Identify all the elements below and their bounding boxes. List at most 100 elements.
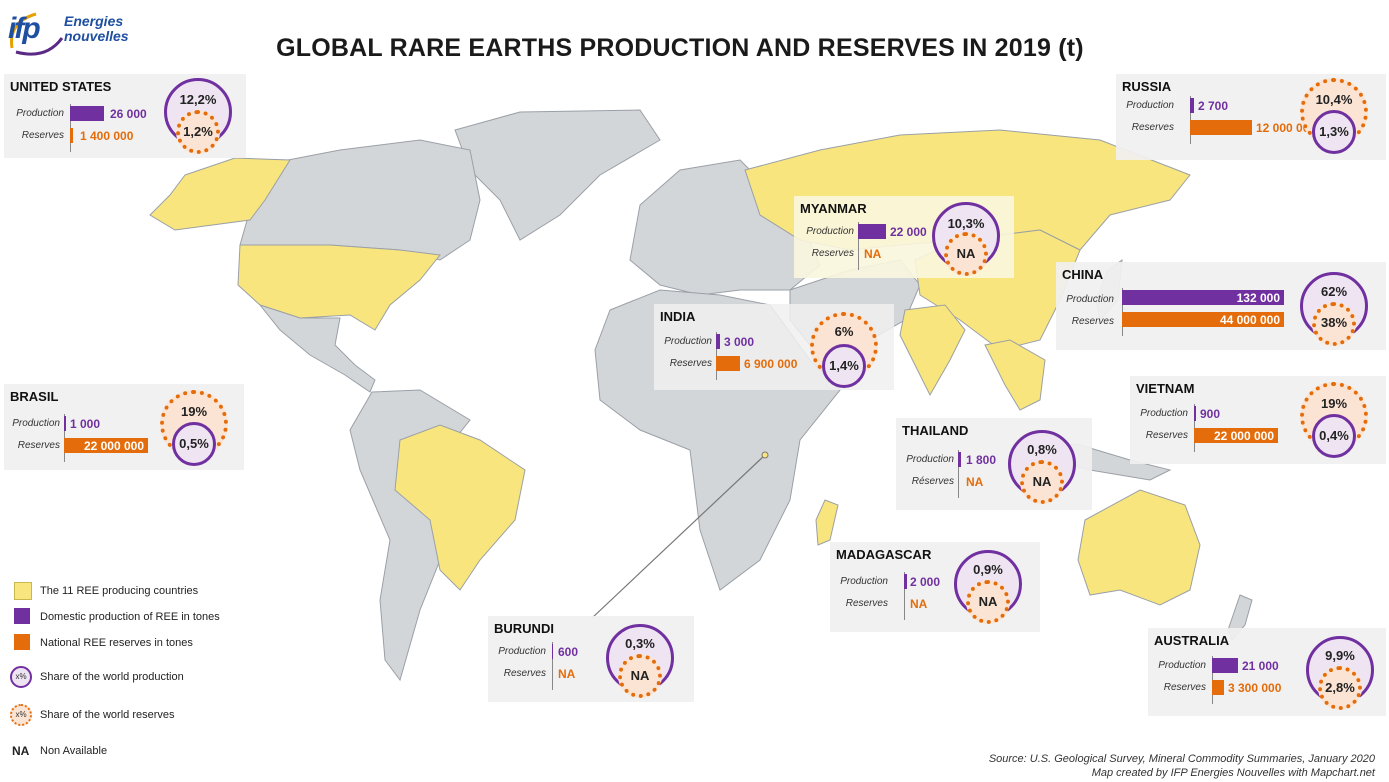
country-box-thailand: THAILAND Production Réserves 1 800 NA 0,… — [896, 418, 1092, 510]
logo-line-1: Energies — [64, 13, 124, 29]
na-key: NA — [12, 744, 30, 758]
land-australia — [1077, 489, 1201, 606]
reserves-share-circle — [966, 580, 1010, 624]
land-alaska — [149, 157, 291, 231]
production-share: 0,5% — [179, 436, 209, 451]
reserves-share: 1,2% — [183, 124, 213, 139]
logo-line-2: nouvelles — [64, 28, 129, 44]
production-share: 9,9% — [1325, 648, 1355, 663]
production-value: 900 — [1200, 407, 1221, 421]
reserves-label: Reserves — [1131, 122, 1174, 133]
logo-mark: ifp — [8, 12, 41, 45]
country-box-australia: AUSTRALIA Production Reserves 21 000 3 3… — [1148, 628, 1386, 716]
reserves-value: 22 000 000 — [1213, 429, 1274, 443]
source-note: Source: U.S. Geological Survey, Mineral … — [989, 752, 1375, 780]
country-box-china: CHINA Production Reserves 132 000 44 000… — [1056, 262, 1386, 350]
country-box-burundi: BURUNDI Production Reserves 600 NA 0,3% … — [488, 616, 694, 702]
production-value: 22 000 — [890, 225, 927, 239]
legend-text: National REE reserves in tones — [40, 637, 193, 649]
production-bar — [1122, 290, 1284, 305]
reserves-bar — [1194, 428, 1278, 443]
land-southeast-asia — [984, 339, 1046, 411]
reserves-share: 19% — [180, 404, 208, 419]
reserves-share: NA — [978, 594, 998, 609]
legend-text: Share of the world production — [40, 671, 184, 683]
reserves-value: 3 300 000 — [1228, 681, 1282, 695]
source-line-1: Source: U.S. Geological Survey, Mineral … — [988, 753, 1375, 765]
reserves-value: 6 900 000 — [744, 357, 798, 371]
production-label: Production — [664, 336, 712, 347]
reserves-share: 10,4% — [1315, 92, 1353, 107]
production-bar — [716, 334, 720, 349]
land-usa — [237, 244, 441, 331]
axis-line — [858, 222, 859, 270]
production-value: 1 000 — [70, 417, 101, 431]
legend-text: Share of the world reserves — [40, 709, 175, 721]
reserves-bar — [64, 438, 148, 453]
country-name: INDIA — [660, 309, 696, 324]
reserves-share-circle — [618, 654, 662, 698]
production-share: 0,8% — [1027, 442, 1057, 457]
reserves-bar — [1212, 680, 1224, 695]
country-name: BRASIL — [10, 389, 59, 404]
source-line-2: Map created by IFP Energies Nouvelles wi… — [1091, 767, 1375, 779]
country-name: VIETNAM — [1136, 381, 1195, 396]
country-box-madagascar: MADAGASCAR Production Reserves 2 000 NA … — [830, 542, 1040, 632]
production-value: 26 000 — [110, 107, 147, 121]
production-value: 3 000 — [724, 335, 755, 349]
production-label: Production — [1158, 660, 1206, 671]
reserves-value: NA — [910, 597, 928, 611]
production-label: Production — [498, 646, 546, 657]
chart-title: GLOBAL RARE EARTHS PRODUCTION AND RESERV… — [276, 34, 1084, 62]
reserves-share: NA — [956, 246, 976, 261]
axis-line — [958, 450, 959, 498]
production-value: 21 000 — [1242, 659, 1279, 673]
production-bar — [1194, 406, 1196, 421]
production-share: 1,3% — [1319, 124, 1349, 139]
country-box-united-states: UNITED STATES Production Reserves 26 000… — [4, 74, 246, 158]
production-share: 10,3% — [947, 216, 985, 231]
production-label: Production — [16, 108, 64, 119]
production-value: 2 700 — [1198, 99, 1229, 113]
production-bar — [64, 416, 66, 431]
reserves-label: Reserves — [845, 598, 888, 609]
burundi-marker — [761, 451, 769, 459]
producing-swatch — [14, 582, 32, 600]
production-share: 0,9% — [973, 562, 1003, 577]
logo-swoosh-icon — [10, 12, 64, 56]
axis-line — [552, 642, 553, 690]
country-box-myanmar: MYANMAR Production Reserves 22 000 NA 10… — [794, 196, 1014, 278]
land-brasil — [394, 424, 526, 591]
reserves-swatch — [14, 634, 30, 650]
production-label: Production — [1126, 100, 1174, 111]
reserves-label: Reserves — [1163, 682, 1206, 693]
reserves-share: 6% — [834, 324, 854, 339]
country-box-russia: RUSSIA Production Reserves 2 700 12 000 … — [1116, 74, 1386, 160]
production-label: Production — [1066, 294, 1114, 305]
reserves-share: 2,8% — [1325, 680, 1355, 695]
reserves-share: NA — [630, 668, 650, 683]
country-name: MADAGASCAR — [836, 547, 932, 562]
burundi-pointer-line — [591, 454, 766, 619]
reserves-share-circle — [1020, 460, 1064, 504]
production-swatch — [14, 608, 30, 624]
production-share: 62% — [1320, 284, 1348, 299]
reserves-share-circle — [176, 110, 220, 154]
country-box-india: INDIA Production Reserves 3 000 6 900 00… — [654, 304, 894, 390]
reserves-value: NA — [966, 475, 984, 489]
production-value: 2 000 — [910, 575, 941, 589]
reserves-value: 44 000 000 — [1219, 313, 1280, 327]
reserves-label: Reserves — [1071, 316, 1114, 327]
legend-text: Non Available — [40, 745, 108, 757]
reserves-label: Reserves — [17, 440, 60, 451]
production-label: Production — [906, 454, 954, 465]
reserves-share-circle — [1312, 302, 1356, 346]
country-name: RUSSIA — [1122, 79, 1172, 94]
production-share: 0,3% — [625, 636, 655, 651]
production-label: Production — [840, 576, 888, 587]
country-name: BURUNDI — [494, 621, 554, 636]
country-name: CHINA — [1062, 267, 1104, 282]
reserves-label: Reserves — [503, 668, 546, 679]
land-central-america — [258, 304, 376, 393]
country-name: UNITED STATES — [10, 79, 112, 94]
